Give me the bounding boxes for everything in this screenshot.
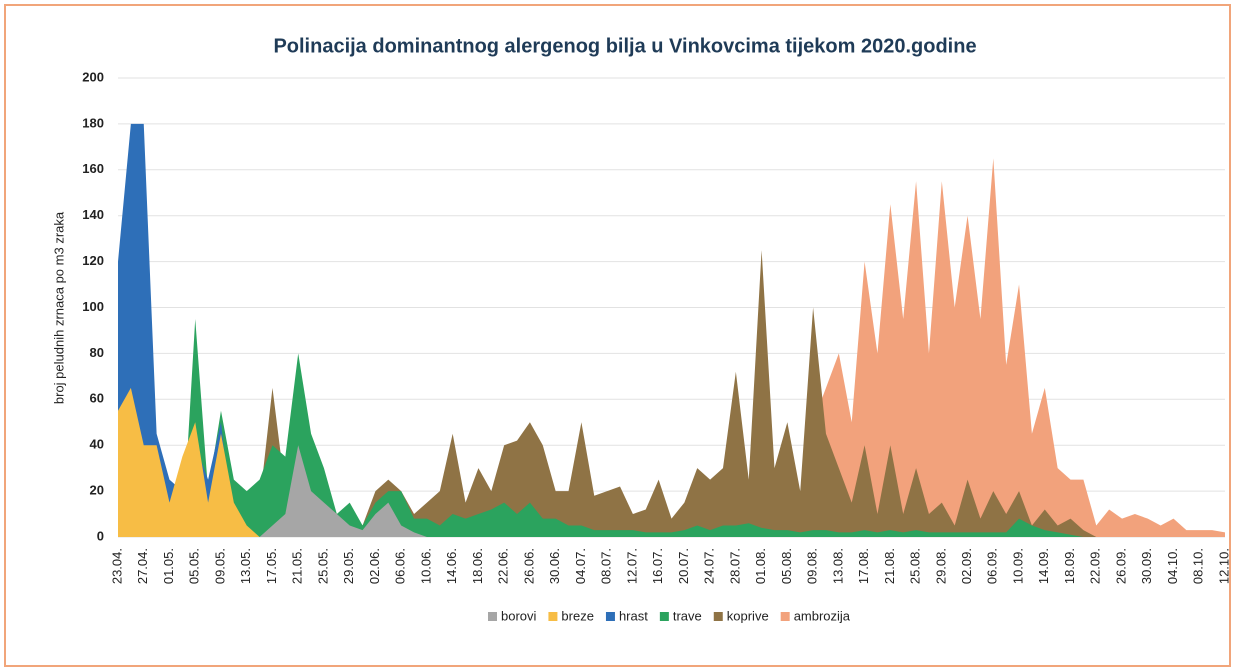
x-tick-label: 14.06. — [444, 548, 459, 584]
y-tick-label: 0 — [97, 528, 104, 543]
x-tick-label: 12.10. — [1216, 548, 1231, 584]
x-tick-label: 18.06. — [470, 548, 485, 584]
y-tick-label: 40 — [90, 437, 104, 452]
legend-swatch — [713, 612, 723, 621]
x-tick-label: 26.09. — [1113, 548, 1128, 584]
legend-swatch — [780, 612, 790, 621]
area — [118, 387, 1225, 537]
x-tick-label: 18.09. — [1062, 548, 1077, 584]
y-tick-label: 100 — [82, 299, 104, 314]
x-tick-label: 17.05. — [264, 548, 279, 584]
legend-label: hrast — [619, 608, 648, 623]
x-tick-label: 29.08. — [933, 548, 948, 584]
x-tick-label: 10.09. — [1010, 548, 1025, 584]
y-tick-label: 180 — [82, 115, 104, 130]
x-tick-label: 08.10. — [1191, 548, 1206, 584]
x-tick-label: 06.06. — [393, 548, 408, 584]
x-tick-label: 22.09. — [1088, 548, 1103, 584]
y-tick-label: 120 — [82, 253, 104, 268]
x-tick-label: 13.08. — [830, 548, 845, 584]
x-tick-label: 26.06. — [521, 548, 536, 584]
y-tick-label: 80 — [90, 345, 104, 360]
legend-label: ambrozija — [794, 608, 851, 623]
x-tick-label: 17.08. — [856, 548, 871, 584]
x-tick-label: 30.06. — [547, 548, 562, 584]
legend-swatch — [605, 612, 615, 621]
x-tick-label: 23.04. — [109, 548, 124, 584]
legend-label: koprive — [727, 608, 769, 623]
legend-label: borovi — [501, 608, 537, 623]
x-tick-label: 12.07. — [624, 548, 639, 584]
x-tick-label: 09.08. — [805, 548, 820, 584]
x-tick-label: 21.08. — [882, 548, 897, 584]
x-tick-label: 05.08. — [779, 548, 794, 584]
y-tick-label: 20 — [90, 483, 104, 498]
x-tick-label: 25.08. — [908, 548, 923, 584]
x-tick-label: 30.09. — [1139, 548, 1154, 584]
x-tick-label: 16.07. — [650, 548, 665, 584]
x-tick-label: 08.07. — [599, 548, 614, 584]
x-tick-label: 29.05. — [341, 548, 356, 584]
y-tick-label: 200 — [82, 69, 104, 84]
y-tick-label: 60 — [90, 391, 104, 406]
x-tick-label: 27.04. — [135, 548, 150, 584]
x-tick-label: 04.07. — [573, 548, 588, 584]
y-tick-label: 140 — [82, 207, 104, 222]
y-axis-label: broj peludnih zrnaca po m3 zraka — [51, 211, 66, 404]
x-tick-label: 20.07. — [676, 548, 691, 584]
x-tick-label: 04.10. — [1165, 548, 1180, 584]
x-tick-label: 21.05. — [290, 548, 305, 584]
x-tick-label: 28.07. — [727, 548, 742, 584]
x-tick-label: 22.06. — [496, 548, 511, 584]
x-tick-label: 09.05. — [212, 548, 227, 584]
x-tick-label: 02.09. — [959, 548, 974, 584]
x-tick-label: 24.07. — [702, 548, 717, 584]
area — [118, 158, 1225, 537]
legend-label: trave — [673, 608, 702, 623]
legend-label: breze — [561, 608, 594, 623]
legend-swatch — [659, 612, 669, 621]
x-tick-label: 01.08. — [753, 548, 768, 584]
chart-title: Polinacija dominantnog alergenog bilja u… — [273, 35, 976, 57]
x-tick-label: 14.09. — [1036, 548, 1051, 584]
x-tick-label: 02.06. — [367, 548, 382, 584]
x-tick-label: 05.05. — [187, 548, 202, 584]
chart-frame — [4, 4, 1231, 667]
legend-swatch — [548, 612, 558, 621]
x-tick-label: 06.09. — [985, 548, 1000, 584]
x-tick-label: 13.05. — [238, 548, 253, 584]
x-tick-label: 10.06. — [418, 548, 433, 584]
x-tick-label: 25.05. — [315, 548, 330, 584]
x-tick-label: 01.05. — [161, 548, 176, 584]
y-tick-label: 160 — [82, 161, 104, 176]
legend-swatch — [488, 612, 497, 621]
